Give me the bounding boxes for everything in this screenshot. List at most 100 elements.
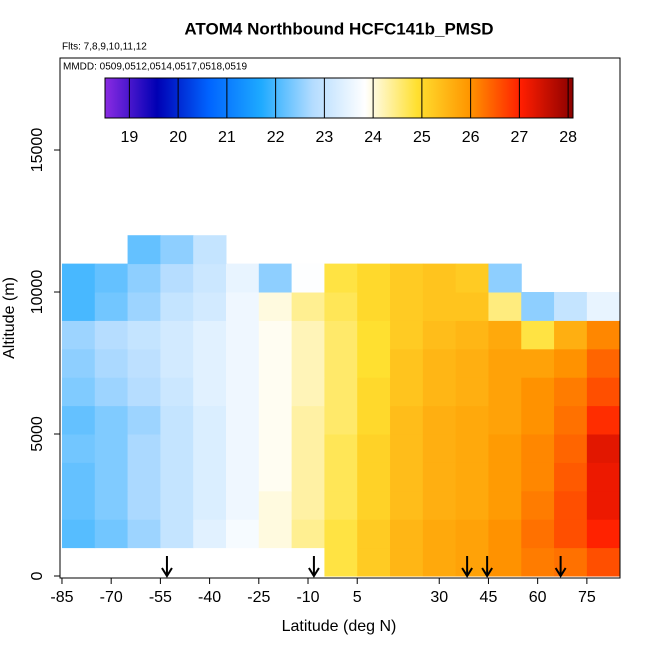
heat-cell xyxy=(390,377,424,407)
heat-cell xyxy=(291,462,325,492)
heat-cell xyxy=(455,462,489,492)
x-tick-label: -10 xyxy=(296,589,319,606)
colorbar-tick-label: 19 xyxy=(120,129,138,146)
heat-cell xyxy=(225,263,260,293)
heat-cell xyxy=(357,490,391,520)
heat-cell xyxy=(160,263,194,293)
heat-cell xyxy=(586,292,621,321)
heat-cell xyxy=(357,434,391,463)
heat-cell xyxy=(390,263,424,293)
heat-cell xyxy=(291,490,325,520)
heat-cell xyxy=(586,405,621,435)
heat-cell xyxy=(61,434,96,463)
heat-cell xyxy=(127,348,161,378)
heat-cell xyxy=(193,462,227,492)
heat-cell xyxy=(422,348,457,378)
heat-cell xyxy=(291,377,325,407)
colorbar xyxy=(104,77,574,119)
x-tick-label: -55 xyxy=(149,589,172,606)
heat-cell xyxy=(586,462,621,492)
heat-cell xyxy=(225,434,260,463)
heat-cell xyxy=(258,462,293,492)
heat-cell xyxy=(422,377,457,407)
heat-cell xyxy=(390,547,424,577)
colorbar-tick-label: 28 xyxy=(559,129,577,146)
x-tick-label: -25 xyxy=(247,589,270,606)
heat-cell xyxy=(160,320,194,350)
heat-cell xyxy=(324,405,358,435)
heat-cell xyxy=(193,519,227,549)
arrow-head xyxy=(481,567,493,578)
heat-cell xyxy=(291,519,325,549)
chart-title: ATOM4 Northbound HCFC141b_PMSD xyxy=(184,19,493,38)
colorbar-tick-label: 21 xyxy=(218,129,236,146)
heat-cell xyxy=(390,519,424,549)
heat-cell xyxy=(455,405,489,435)
heat-cell xyxy=(94,490,129,520)
heat-cell xyxy=(225,348,260,378)
heat-cell xyxy=(225,320,260,350)
heat-cell xyxy=(554,348,588,378)
heat-cell xyxy=(357,462,391,492)
heat-cell xyxy=(455,348,489,378)
heat-cell xyxy=(324,377,358,407)
x-tick-label: 30 xyxy=(430,589,448,606)
heat-cell xyxy=(94,263,129,293)
heat-cell xyxy=(225,462,260,492)
x-tick-label: 60 xyxy=(529,589,547,606)
heat-cell xyxy=(357,405,391,435)
heat-cell xyxy=(357,348,391,378)
heat-cell xyxy=(127,519,161,549)
heat-cell xyxy=(390,348,424,378)
heat-cell xyxy=(324,490,358,520)
heat-cell xyxy=(422,263,457,293)
heat-cell xyxy=(455,292,489,321)
heat-cell xyxy=(455,490,489,520)
heat-cell xyxy=(324,348,358,378)
heat-cell xyxy=(160,434,194,463)
heat-cell xyxy=(160,462,194,492)
arrow xyxy=(554,556,567,578)
colorbar-tick-label: 22 xyxy=(267,129,285,146)
heat-cell xyxy=(521,519,555,549)
heat-cell xyxy=(258,320,293,350)
heat-cell xyxy=(455,320,489,350)
heat-cell xyxy=(94,434,129,463)
heat-cell xyxy=(291,263,325,293)
heat-cell xyxy=(225,519,260,549)
heat-cell xyxy=(61,405,96,435)
heat-cell xyxy=(61,320,96,350)
arrow-head xyxy=(554,567,567,578)
heat-cell xyxy=(324,462,358,492)
heat-cell xyxy=(455,263,489,293)
heat-cell xyxy=(390,490,424,520)
heat-cell xyxy=(61,263,96,293)
heat-cell xyxy=(94,405,129,435)
heat-cell xyxy=(521,348,555,378)
heat-cell xyxy=(357,547,391,577)
heat-cell xyxy=(554,462,588,492)
heat-cell xyxy=(521,292,555,321)
heat-cell xyxy=(160,490,194,520)
heat-cell xyxy=(127,462,161,492)
heat-cell xyxy=(193,348,227,378)
arrow-head xyxy=(461,567,473,578)
x-tick-label: 5 xyxy=(353,589,362,606)
colorbar-tick-label: 23 xyxy=(315,129,333,146)
heat-cell xyxy=(258,377,293,407)
heat-cell xyxy=(225,405,260,435)
heat-cell xyxy=(488,263,522,293)
heat-cell xyxy=(521,434,555,463)
heat-cell xyxy=(160,292,194,321)
x-tick-label: 75 xyxy=(578,589,596,606)
heat-cell xyxy=(225,292,260,321)
heat-cell xyxy=(422,519,457,549)
heat-cell xyxy=(193,320,227,350)
heat-cell xyxy=(291,292,325,321)
heat-cell xyxy=(324,547,358,577)
heat-cell xyxy=(488,348,522,378)
heat-cell xyxy=(193,490,227,520)
heat-cell xyxy=(422,547,457,577)
heat-cell xyxy=(291,434,325,463)
